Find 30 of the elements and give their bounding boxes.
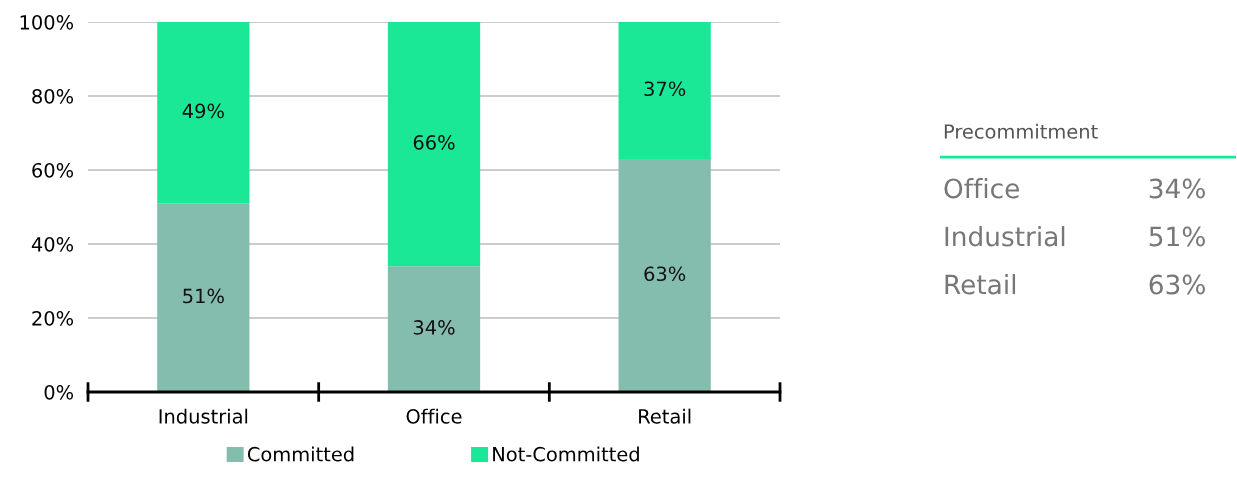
y-tick-label: 100% bbox=[20, 14, 74, 30]
data-label: 37% bbox=[644, 81, 686, 97]
bar bbox=[618, 22, 711, 159]
data-label: 63% bbox=[644, 266, 686, 282]
y-tick-label: 0% bbox=[44, 384, 74, 400]
x-tick-label: Office bbox=[406, 408, 462, 424]
y-tick-label: 20% bbox=[32, 310, 74, 326]
bar bbox=[618, 158, 711, 392]
legend-label: Committed bbox=[247, 446, 354, 462]
x-tick-label: Retail bbox=[639, 408, 691, 424]
data-label: 49% bbox=[182, 103, 224, 119]
bar bbox=[157, 22, 250, 204]
bar bbox=[387, 266, 481, 392]
data-label: 34% bbox=[413, 320, 455, 335]
bar bbox=[157, 203, 250, 392]
text: 34% bbox=[1149, 178, 1205, 199]
x-tick-label: Industrial bbox=[159, 408, 248, 424]
data-label: 66% bbox=[413, 135, 455, 150]
legend-label: Not-Committed bbox=[493, 446, 639, 462]
bar bbox=[387, 22, 481, 267]
y-tick-label: 40% bbox=[31, 236, 74, 252]
data-label: 51% bbox=[183, 288, 224, 304]
text: Precommitment bbox=[944, 123, 1098, 139]
text: Industrial bbox=[945, 226, 1065, 247]
text: 51% bbox=[1149, 226, 1205, 247]
text: Office bbox=[944, 178, 1019, 199]
y-tick-label: 60% bbox=[32, 162, 74, 178]
text: 63% bbox=[1149, 274, 1205, 295]
y-tick-label: 80% bbox=[32, 88, 74, 104]
text: Retail bbox=[945, 274, 1016, 295]
